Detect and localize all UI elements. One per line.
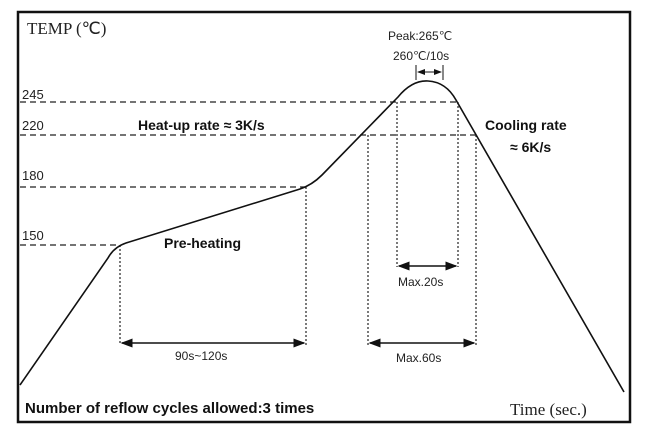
frame bbox=[16, 10, 632, 424]
cooling-rate-value: ≈ 6K/s bbox=[510, 139, 551, 155]
level-label-150: 150 bbox=[22, 228, 44, 243]
heat-up-rate-label: Heat-up rate ≈ 3K/s bbox=[138, 117, 265, 133]
level-label-245: 245 bbox=[22, 87, 44, 102]
peak-label: Peak:265℃ bbox=[388, 29, 452, 43]
y-axis-label: TEMP (℃) bbox=[27, 19, 106, 38]
preheat-label: Pre-heating bbox=[164, 235, 241, 251]
duration-arrows bbox=[120, 65, 476, 348]
max20-label: Max.20s bbox=[398, 275, 443, 289]
level-lines bbox=[20, 101, 478, 246]
temperature-curve bbox=[19, 80, 625, 393]
preheat-duration: 90s~120s bbox=[175, 349, 227, 363]
cooling-rate-label: Cooling rate bbox=[485, 117, 567, 133]
level-label-180: 180 bbox=[22, 168, 44, 183]
time-markers bbox=[119, 102, 477, 345]
reflow-cycles-note: Number of reflow cycles allowed:3 times bbox=[25, 400, 314, 417]
level-label-220: 220 bbox=[22, 118, 44, 133]
x-axis-label: Time (sec.) bbox=[510, 400, 587, 419]
peak-hold-label: 260℃/10s bbox=[393, 49, 449, 63]
max60-label: Max.60s bbox=[396, 351, 441, 365]
